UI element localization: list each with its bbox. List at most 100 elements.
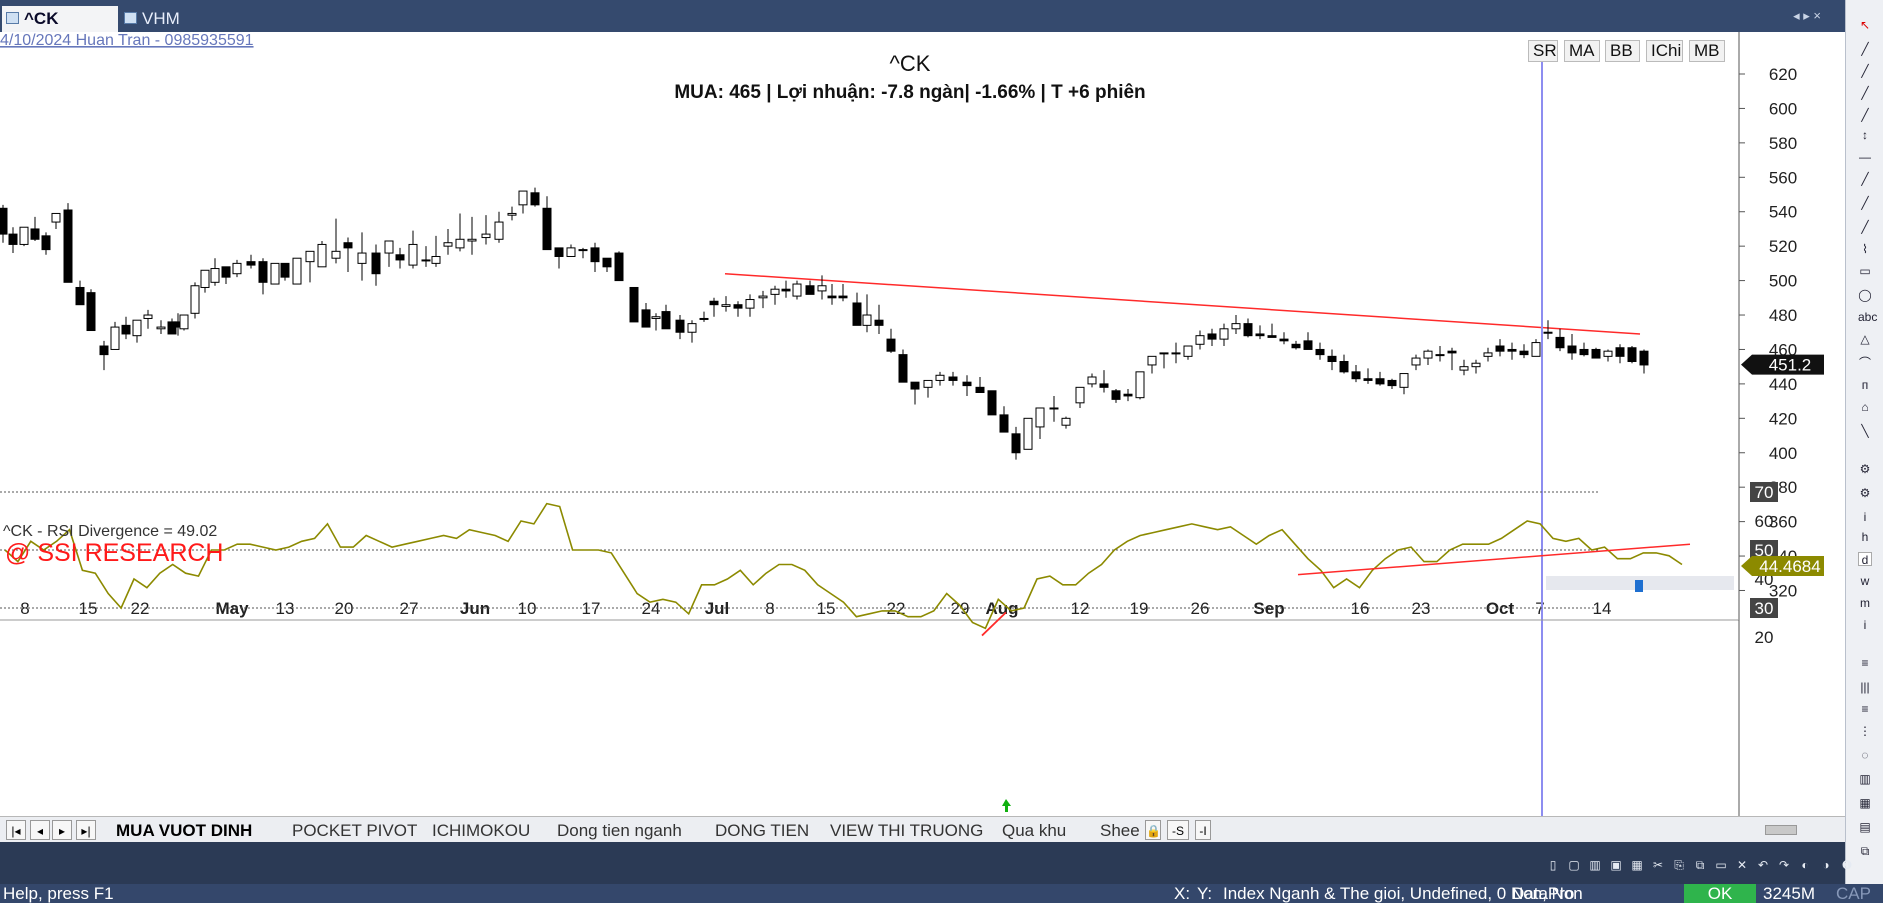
toolbar-icon[interactable]: ◑ bbox=[1822, 858, 1830, 872]
indicator-button-ichi[interactable]: IChi bbox=[1646, 40, 1683, 62]
panel-tool-icon[interactable]: ▦ bbox=[1859, 796, 1871, 810]
panel-tool-icon[interactable]: ≡ bbox=[1861, 702, 1869, 716]
andrews-tool-icon[interactable]: ╲ bbox=[1861, 424, 1869, 438]
toolbar-icon[interactable]: ▭ bbox=[1715, 858, 1727, 872]
indicator-button-ma[interactable]: MA bbox=[1564, 40, 1600, 62]
sheet-minus-button[interactable]: -S bbox=[1167, 820, 1189, 840]
candle-down bbox=[962, 381, 972, 387]
candle-up bbox=[200, 269, 210, 288]
toolbar-icon[interactable]: ◐ bbox=[1801, 858, 1809, 872]
trend-tool-icon[interactable]: ╱ bbox=[1861, 172, 1869, 186]
rectangle-tool-icon[interactable]: ▭ bbox=[1859, 264, 1871, 278]
date-tick-label: 24 bbox=[642, 599, 661, 618]
sheet-scrollbar[interactable] bbox=[1765, 825, 1797, 835]
toolbar-icon[interactable]: ▥ bbox=[1589, 858, 1601, 872]
sheet-tab[interactable]: MUA VUOT DINH bbox=[116, 821, 253, 840]
ellipse-tool-icon[interactable]: ◯ bbox=[1858, 288, 1872, 302]
line-tool-icon[interactable]: ╱ bbox=[1861, 42, 1869, 56]
toolbar-icon[interactable]: ↷ bbox=[1778, 858, 1790, 872]
zoom-in-tool-icon[interactable]: ⚙ bbox=[1859, 462, 1871, 476]
candle-down bbox=[827, 295, 837, 299]
sheet-tab[interactable]: VIEW THI TRUONG bbox=[830, 821, 984, 840]
pitchfork-tool-icon[interactable]: ⌂ bbox=[1861, 400, 1869, 414]
toolbar-icon[interactable]: ✕ bbox=[1736, 858, 1748, 872]
sheet-tab[interactable]: POCKET PIVOT bbox=[292, 821, 418, 840]
toolbar-icon[interactable]: ▦ bbox=[1631, 858, 1643, 872]
candlestick-series bbox=[0, 187, 1649, 460]
candle-down bbox=[987, 390, 997, 416]
candle-up bbox=[494, 221, 504, 240]
toolbar-icon[interactable]: ▢ bbox=[1568, 858, 1580, 872]
toolbar-icon[interactable]: ⧉ bbox=[1695, 858, 1705, 872]
info-tool-icon[interactable]: i bbox=[1863, 510, 1867, 524]
candle-down bbox=[0, 207, 8, 235]
bottom-toolbar: ▯ ▢ ▥ ▣ ▦ ✂ ⎘ ⧉ ▭ ✕ ↶ ↷ ◐ ◑ ❶ bbox=[0, 842, 1852, 884]
fib-tool-icon[interactable]: ⌇ bbox=[1862, 242, 1868, 256]
first-sheet-button[interactable]: |◂ bbox=[6, 820, 26, 840]
prev-sheet-button[interactable]: ◂ bbox=[30, 820, 50, 840]
candle-up bbox=[1435, 354, 1445, 357]
tab-ck-daily[interactable]: ^CK (Daily)× bbox=[2, 6, 118, 48]
indicator-button-mb[interactable]: MB bbox=[1689, 40, 1725, 62]
weekly-tool-icon[interactable]: w bbox=[1860, 574, 1870, 588]
next-sheet-button[interactable]: ▸ bbox=[52, 820, 72, 840]
parallel-tool-icon[interactable]: ╱ bbox=[1861, 108, 1869, 122]
horizontal-line-tool-icon[interactable]: — bbox=[1859, 150, 1871, 164]
panel-tool-icon[interactable]: ◌ bbox=[1861, 748, 1869, 762]
candle-up bbox=[232, 262, 242, 275]
cycle-tool-icon[interactable]: ᴨ bbox=[1861, 378, 1869, 392]
toolbar-icon[interactable]: ↶ bbox=[1757, 858, 1769, 872]
daily-tool-icon[interactable]: d bbox=[1858, 552, 1872, 567]
candle-up bbox=[156, 326, 166, 330]
intraday-tool-icon[interactable]: i bbox=[1863, 618, 1867, 632]
last-sheet-button[interactable]: ▸| bbox=[76, 820, 96, 840]
toolbar-icon[interactable]: ❶ bbox=[1841, 858, 1853, 872]
panel-tool-icon[interactable]: ⧉ bbox=[1860, 844, 1870, 858]
sheet-tab[interactable]: Shee bbox=[1100, 821, 1140, 840]
pointer-tool-icon[interactable]: ↖ bbox=[1859, 18, 1871, 32]
toolbar-icon[interactable]: ▯ bbox=[1549, 858, 1557, 872]
candle-down bbox=[1375, 378, 1385, 385]
extended-line-tool-icon[interactable]: ╱ bbox=[1861, 86, 1869, 100]
sheet-tab[interactable]: Qua khu bbox=[1002, 821, 1067, 840]
chart-svg: 6206005805605405205004804604404204003803… bbox=[0, 32, 1824, 816]
toolbar-icon[interactable]: ⎘ bbox=[1674, 858, 1684, 872]
vertical-line-tool-icon[interactable]: ↕ bbox=[1862, 128, 1868, 142]
tab-scroll-arrows[interactable]: ◂ ▸ × bbox=[1793, 8, 1821, 23]
candle-down bbox=[948, 376, 958, 381]
candle-down bbox=[629, 286, 639, 323]
indicator-button-sr[interactable]: SR bbox=[1528, 40, 1558, 62]
monthly-tool-icon[interactable]: m bbox=[1860, 596, 1870, 610]
candle-up bbox=[745, 299, 755, 309]
sheet-tab[interactable]: ICHIMOKOU bbox=[432, 821, 531, 840]
panel-tool-icon[interactable]: ||| bbox=[1860, 680, 1870, 694]
candle-down bbox=[246, 261, 256, 266]
triangle-tool-icon[interactable]: △ bbox=[1860, 332, 1870, 346]
sheet-tab[interactable]: Dong tien nganh bbox=[557, 821, 682, 840]
toolbar-icon[interactable]: ▣ bbox=[1610, 858, 1622, 872]
panel-tool-icon[interactable]: ▥ bbox=[1859, 772, 1871, 786]
candle-up bbox=[1135, 371, 1145, 399]
zoom-out-tool-icon[interactable]: ⚙ bbox=[1859, 486, 1871, 500]
ray-tool-icon[interactable]: ╱ bbox=[1861, 64, 1869, 78]
candle-down bbox=[641, 309, 651, 328]
rsi-trendline bbox=[1297, 543, 1691, 576]
tab-vhm-daily[interactable]: VHM (Daily)◇ bbox=[120, 6, 245, 48]
chart-area[interactable]: 620 600 580 560 540 520 500 480 460 440 420 400 380 3… bbox=[0, 32, 1845, 816]
channel-tool-icon[interactable]: ╱ bbox=[1861, 196, 1869, 210]
sheet-split-button[interactable]: -I bbox=[1195, 820, 1211, 840]
panel-tool-icon[interactable]: ⋮ bbox=[1859, 724, 1871, 738]
toolbar-icon[interactable]: ✂ bbox=[1652, 858, 1664, 872]
panel-tool-icon[interactable]: ≡ bbox=[1861, 656, 1869, 670]
hourly-tool-icon[interactable]: h bbox=[1861, 530, 1869, 544]
candle-up bbox=[862, 314, 872, 326]
sheet-tab[interactable]: DONG TIEN bbox=[715, 821, 810, 840]
candle-down bbox=[530, 192, 540, 206]
fan-tool-icon[interactable]: ╱ bbox=[1861, 220, 1869, 234]
text-tool-icon[interactable]: abc bbox=[1858, 310, 1878, 324]
indicator-button-bb[interactable]: BB bbox=[1605, 40, 1640, 62]
price-tick-label: 520 bbox=[1769, 237, 1797, 256]
sheet-lock-icon[interactable]: 🔒 bbox=[1145, 820, 1161, 840]
arc-tool-icon[interactable]: ⌒ bbox=[1858, 356, 1871, 370]
panel-tool-icon[interactable]: ▤ bbox=[1859, 820, 1871, 834]
